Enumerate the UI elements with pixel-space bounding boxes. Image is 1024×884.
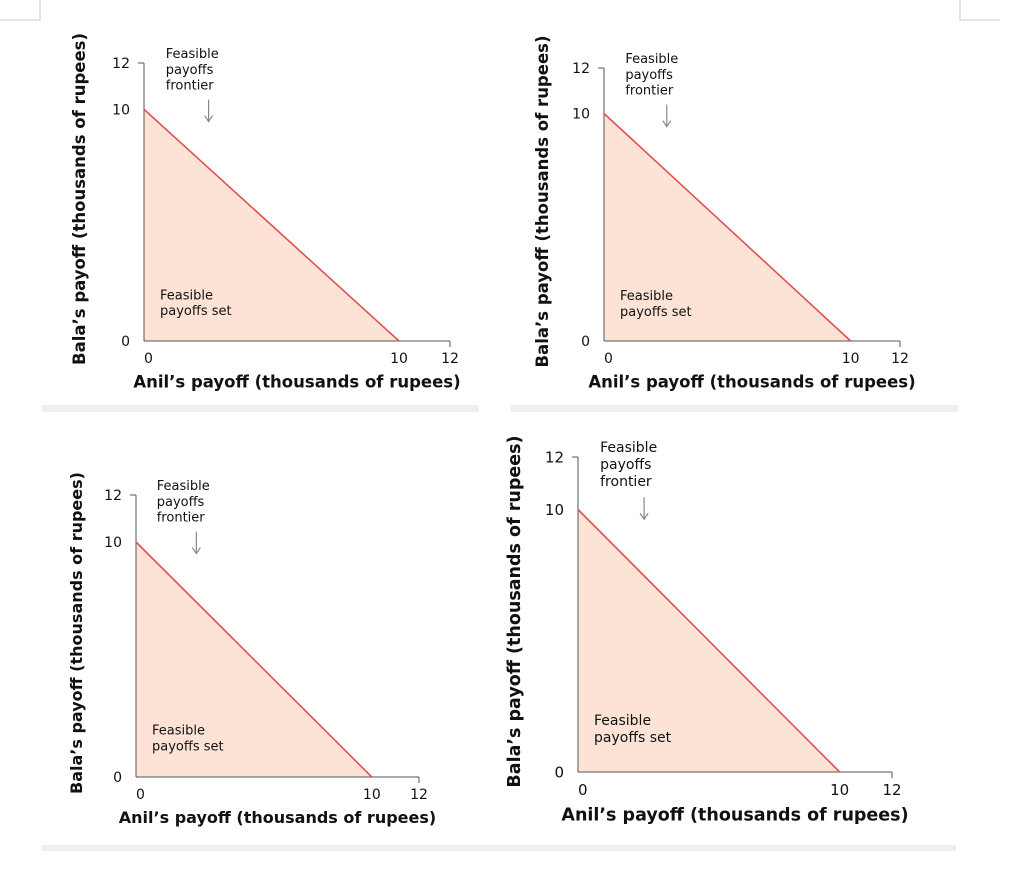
frontier-annotation-line-1: Feasible — [157, 479, 210, 494]
frontier-annotation-line-2: payoffs — [600, 457, 651, 473]
x-tick-label-0: 0 — [144, 351, 153, 367]
x-axis-title: Anil’s payoff (thousands of rupees) — [119, 808, 436, 827]
chart-1: 0 10 12 0 10 12 Anil’s payoff (thousands of ru… — [70, 33, 461, 392]
y-axis-title: Bala’s payoff (thousands of rupees) — [67, 472, 86, 794]
x-axis-title: Anil’s payoff (thousands of rupees) — [133, 373, 460, 392]
chart-3: 0 10 12 0 10 12 Anil’s payoff (thousands of ru… — [67, 472, 436, 827]
frontier-annotation-line-3: frontier — [157, 511, 206, 526]
y-tick-label-12: 12 — [572, 61, 590, 77]
frontier-annotation-line-2: payoffs — [166, 63, 214, 78]
x-tick-label-12: 12 — [441, 351, 459, 367]
separator-top-left — [42, 405, 479, 412]
feasible-payoffs-frontier-line — [577, 508, 841, 773]
frontier-arrow-head — [191, 547, 201, 555]
frontier-annotation-line-3: frontier — [600, 474, 652, 490]
x-tick-label-0: 0 — [136, 787, 145, 803]
x-tick-label-10: 10 — [390, 351, 408, 367]
page-corner-right — [959, 0, 1000, 21]
x-tick-label-12: 12 — [882, 781, 901, 799]
separator-bottom-left — [42, 845, 479, 851]
y-tick-label-12: 12 — [104, 488, 122, 504]
set-annotation-line-1: Feasible — [160, 288, 213, 303]
x-tick-label-12: 12 — [410, 787, 428, 803]
set-annotation-line-2: payoffs set — [160, 304, 232, 319]
y-tick-label-10: 10 — [572, 107, 590, 123]
y-axis-title: Bala’s payoff (thousands of rupees) — [505, 435, 525, 787]
chart-4: 0 10 12 0 10 12 Anil’s payoff (thousands of ru… — [505, 435, 909, 825]
set-annotation-line-2: payoffs set — [620, 305, 692, 320]
x-tick-label-0: 0 — [578, 781, 588, 799]
frontier-annotation-line-2: payoffs — [625, 68, 673, 83]
frontier-annotation-line-1: Feasible — [625, 52, 678, 67]
x-axis-title: Anil’s payoff (thousands of rupees) — [561, 806, 908, 826]
separator-bottom-right — [479, 845, 956, 851]
feasible-payoffs-frontier-line — [135, 541, 373, 778]
page-corner-left — [0, 0, 41, 21]
x-axis-title: Anil’s payoff (thousands of rupees) — [588, 373, 915, 392]
y-tick-label-10: 10 — [104, 535, 122, 551]
x-tick-label-12: 12 — [891, 351, 909, 367]
frontier-annotation-line-1: Feasible — [600, 440, 657, 456]
y-axis-title: Bala’s payoff (thousands of rupees) — [533, 35, 552, 367]
feasible-payoffs-frontier-line — [603, 112, 852, 342]
y-tick-label-0: 0 — [121, 334, 130, 350]
x-tick-label-10: 10 — [830, 781, 849, 799]
frontier-arrow-head — [204, 115, 214, 123]
x-tick-label-0: 0 — [604, 351, 613, 367]
set-annotation-line-1: Feasible — [152, 724, 205, 739]
y-tick-label-0: 0 — [554, 763, 564, 781]
frontier-annotation-line-3: frontier — [166, 79, 215, 94]
separator-top-right — [511, 405, 958, 412]
y-tick-label-12: 12 — [545, 448, 564, 466]
y-tick-label-0: 0 — [581, 334, 590, 350]
set-annotation-line-1: Feasible — [594, 713, 651, 729]
feasible-payoffs-frontier-line — [143, 108, 400, 342]
y-tick-label-0: 0 — [113, 770, 122, 786]
y-axis-title: Bala’s payoff (thousands of rupees) — [70, 33, 89, 365]
frontier-arrow-head — [662, 120, 672, 128]
y-tick-label-10: 10 — [545, 501, 564, 519]
x-tick-label-10: 10 — [842, 351, 860, 367]
frontier-arrow-head — [639, 512, 649, 521]
set-annotation-line-1: Feasible — [620, 289, 673, 304]
set-annotation-line-2: payoffs set — [152, 740, 224, 755]
set-annotation-line-2: payoffs set — [594, 730, 672, 746]
frontier-annotation-line-2: payoffs — [157, 495, 205, 510]
x-tick-label-10: 10 — [363, 787, 381, 803]
frontier-annotation-line-1: Feasible — [166, 47, 219, 62]
y-tick-label-10: 10 — [112, 102, 130, 118]
y-tick-label-12: 12 — [112, 56, 130, 72]
frontier-annotation-line-3: frontier — [625, 84, 674, 99]
chart-2: 0 10 12 0 10 12 Anil’s payoff (thousands of ru… — [533, 35, 916, 391]
